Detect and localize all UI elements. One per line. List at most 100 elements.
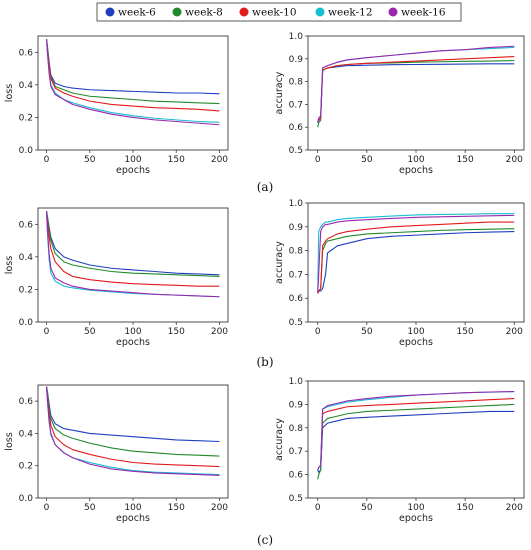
- y-axis-label: accuracy: [274, 241, 285, 284]
- y-tick-label: 0.7: [289, 100, 303, 110]
- x-tick-label: 150: [168, 155, 185, 165]
- panel-c-loss: 0 50 100 150 200 0.0 0.2 0.4 0.6 epochs loss: [4, 384, 229, 524]
- x-tick-label: 200: [211, 155, 228, 165]
- legend-marker-week-12: [315, 7, 325, 17]
- series-line-week-6: [46, 39, 220, 95]
- y-tick-label: 0.9: [289, 55, 304, 65]
- x-tick-label: 50: [361, 155, 373, 165]
- x-tick-label: 0: [315, 155, 321, 165]
- y-tick-label: 0.7: [289, 447, 303, 457]
- caption-b: (b): [256, 355, 273, 369]
- x-axis-label: epochs: [399, 513, 433, 524]
- y-tick-label: 1.0: [289, 199, 304, 209]
- x-tick-label: 200: [506, 155, 523, 165]
- y-tick-label: 0.2: [19, 285, 33, 295]
- legend-label-week-12: week-12: [328, 7, 373, 19]
- x-tick-label: 0: [315, 327, 321, 337]
- axes-frame: [37, 207, 229, 323]
- legend-label-week-8: week-8: [185, 7, 223, 19]
- y-tick-label: 0.8: [289, 247, 304, 257]
- series-line-week-16: [46, 211, 220, 298]
- series-line-week-16: [46, 386, 220, 476]
- legend-label-week-10: week-10: [252, 7, 297, 19]
- series-line-week-10: [317, 221, 515, 294]
- y-axis-label: loss: [4, 256, 15, 274]
- legend-label-week-6: week-6: [118, 7, 156, 19]
- y-tick-label: 0.4: [19, 81, 34, 91]
- series-line-week-12: [317, 46, 515, 123]
- series-line-week-12: [317, 213, 515, 292]
- x-axis-label: epochs: [399, 165, 433, 176]
- y-axis-label: accuracy: [274, 418, 285, 461]
- y-tick-label: 1.0: [289, 32, 304, 42]
- y-tick-label: 0.6: [19, 397, 34, 407]
- x-tick-label: 150: [457, 327, 474, 337]
- series-line-week-16: [317, 214, 515, 294]
- legend-item-week-12: week-12: [315, 7, 373, 19]
- x-tick-label: 50: [361, 503, 373, 513]
- series-line-week-6: [317, 63, 515, 123]
- y-tick-label: 0.6: [19, 220, 34, 230]
- series-line-week-10: [46, 211, 220, 287]
- panels: 0 50 100 150 200 0.0 0.2 0.4 0.6 epochs loss 0 50 100…: [4, 32, 525, 524]
- y-tick-label: 0.6: [289, 123, 304, 133]
- series-line-week-16: [46, 39, 220, 126]
- series-line-week-10: [46, 386, 220, 468]
- x-axis-label: epochs: [399, 337, 433, 348]
- series-line-week-10: [317, 55, 515, 123]
- series-line-week-12: [46, 39, 220, 123]
- legend-marker-week-10: [239, 7, 249, 17]
- y-tick-label: 0.6: [289, 471, 304, 481]
- y-tick-label: 0.5: [289, 494, 303, 504]
- y-axis-label: loss: [4, 432, 15, 450]
- y-tick-label: 0.0: [19, 146, 34, 156]
- y-tick-label: 0.9: [289, 400, 304, 410]
- y-tick-label: 0.5: [289, 318, 303, 328]
- x-tick-label: 100: [124, 503, 141, 513]
- x-tick-label: 50: [84, 327, 96, 337]
- x-tick-label: 100: [407, 503, 424, 513]
- x-axis-label: epochs: [116, 337, 150, 348]
- y-tick-label: 0.6: [19, 48, 34, 58]
- x-tick-label: 200: [211, 503, 228, 513]
- y-tick-label: 0.4: [19, 429, 34, 439]
- x-tick-label: 150: [168, 327, 185, 337]
- legend-item-week-8: week-8: [172, 7, 223, 19]
- y-tick-label: 0.8: [289, 424, 304, 434]
- y-axis-label: accuracy: [274, 71, 285, 114]
- series-line-week-8: [46, 39, 220, 105]
- series-line-week-8: [317, 403, 515, 480]
- legend-item-week-10: week-10: [239, 7, 297, 19]
- panel-a-loss: 0 50 100 150 200 0.0 0.2 0.4 0.6 epochs loss: [4, 35, 229, 176]
- y-tick-label: 0.0: [19, 494, 34, 504]
- x-tick-label: 0: [44, 327, 50, 337]
- legend-label-week-16: week-16: [401, 7, 446, 19]
- series-line-week-8: [317, 228, 515, 294]
- panel-b-accuracy: 0 50 100 150 200 0.5 0.6 0.7 0.8 0.9 1.0 epochs accu…: [274, 199, 525, 348]
- y-tick-label: 0.7: [289, 270, 303, 280]
- series-line-week-6: [317, 231, 515, 294]
- series-line-week-8: [317, 60, 515, 128]
- legend-marker-week-6: [105, 7, 115, 17]
- y-tick-label: 0.4: [19, 253, 34, 263]
- x-axis-label: epochs: [116, 165, 150, 176]
- x-tick-label: 100: [407, 155, 424, 165]
- panel-c-accuracy: 0 50 100 150 200 0.5 0.6 0.7 0.8 0.9 1.0 epochs accu…: [274, 377, 525, 524]
- x-tick-label: 150: [168, 503, 185, 513]
- series-line-week-6: [46, 386, 220, 443]
- y-tick-label: 0.2: [19, 113, 33, 123]
- series-line-week-16: [317, 45, 515, 123]
- axes-frame: [307, 380, 525, 499]
- legend-item-week-16: week-16: [388, 7, 446, 19]
- series-line-week-10: [46, 39, 220, 112]
- legend-frame: [96, 2, 462, 22]
- caption-c: (c): [257, 533, 273, 547]
- y-tick-label: 0.5: [289, 146, 303, 156]
- y-tick-label: 0.2: [19, 462, 33, 472]
- x-tick-label: 0: [44, 155, 50, 165]
- legend-marker-week-8: [172, 7, 182, 17]
- series-line-week-8: [46, 386, 220, 457]
- legend-marker-week-16: [388, 7, 398, 17]
- x-tick-label: 0: [315, 503, 321, 513]
- x-tick-label: 0: [44, 503, 50, 513]
